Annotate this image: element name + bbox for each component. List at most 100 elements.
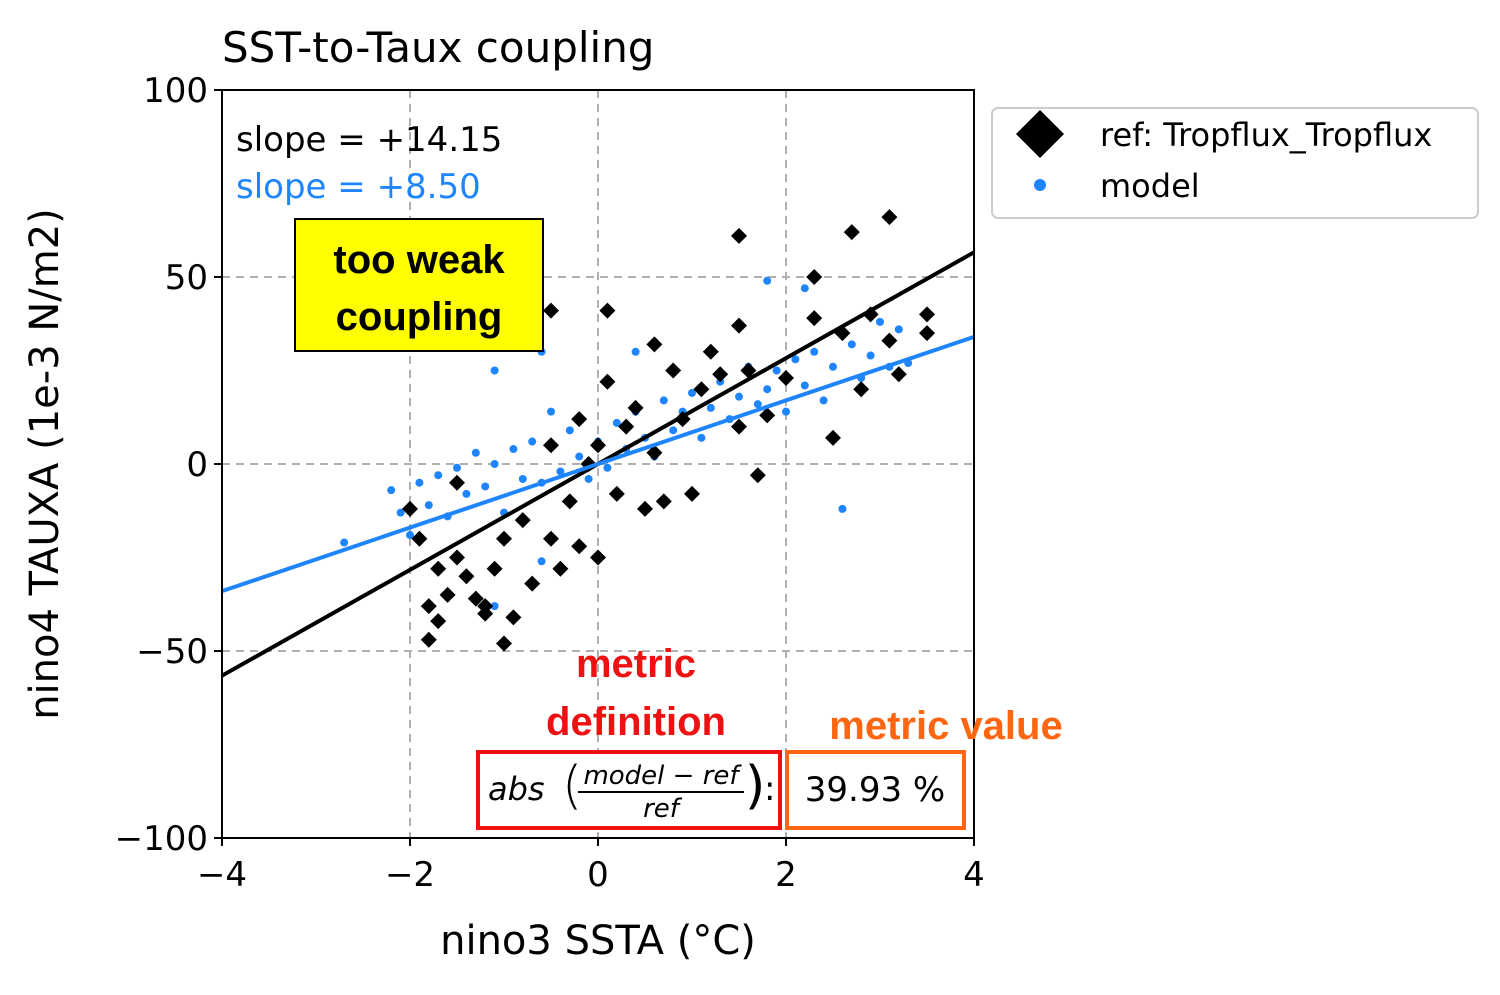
model-point xyxy=(340,538,349,547)
y-tick-label: 0 xyxy=(186,445,208,485)
model-point xyxy=(819,396,828,405)
model-point xyxy=(782,407,790,416)
model-point xyxy=(697,433,706,442)
ref-point xyxy=(402,500,418,517)
ref-point xyxy=(749,467,766,484)
model-point xyxy=(829,362,837,371)
ref-point xyxy=(496,635,512,652)
model-point xyxy=(490,366,499,375)
callout-box xyxy=(294,218,544,352)
formula-denominator: ref xyxy=(643,794,683,824)
ref-point xyxy=(599,373,616,390)
ref-point xyxy=(731,317,747,334)
ref-point xyxy=(590,549,606,566)
model-point xyxy=(575,452,584,461)
model-point xyxy=(876,317,884,326)
legend-frame xyxy=(991,107,1479,219)
model-point xyxy=(547,407,555,416)
model-point xyxy=(838,504,847,513)
ref-point xyxy=(778,369,794,386)
model-point xyxy=(584,474,593,483)
y-tick-label: 50 xyxy=(165,258,208,298)
model-point xyxy=(490,602,499,611)
model-point xyxy=(406,531,414,540)
model-point xyxy=(453,463,461,472)
ref-point xyxy=(825,429,841,446)
legend-ref-marker xyxy=(1016,110,1064,158)
ref-point xyxy=(693,381,710,398)
ref-point xyxy=(439,586,456,603)
ref-point xyxy=(740,362,757,379)
formula-numerator: model − ref xyxy=(583,761,742,791)
y-axis-label: nino4 TAUXA (1e-3 N/m2) xyxy=(22,208,68,720)
x-tick-label: 2 xyxy=(775,855,797,895)
ref-point xyxy=(637,500,653,517)
ref-point xyxy=(655,493,672,510)
axis-ticks: −4 −2 0 2 4 −100 −50 0 50 100 xyxy=(115,71,985,895)
grid-layer xyxy=(222,90,974,838)
ref-point xyxy=(919,306,935,323)
model-point xyxy=(706,403,715,412)
model-point xyxy=(735,392,743,401)
ref-point xyxy=(467,590,484,607)
model-point xyxy=(763,276,772,285)
ref-point xyxy=(552,560,569,577)
data-points xyxy=(221,209,975,678)
slope-model-label: slope = +8.50 xyxy=(236,167,481,207)
ref-point xyxy=(712,366,729,383)
callout-line-2: coupling xyxy=(336,295,503,339)
model-point xyxy=(800,284,809,293)
x-axis-label: nino3 SSTA (°C) xyxy=(440,918,756,964)
ref-point xyxy=(731,418,747,435)
x-tick-label: 4 xyxy=(963,855,985,895)
ref-point xyxy=(571,411,588,428)
model-point xyxy=(753,400,762,409)
ref-point xyxy=(505,609,522,626)
legend-ref-label: ref: Tropflux_Tropflux xyxy=(1100,116,1432,154)
ref-point xyxy=(646,336,663,353)
ref-point xyxy=(806,269,823,285)
model-point xyxy=(528,437,537,446)
model-point xyxy=(603,463,612,472)
ref-point xyxy=(543,530,559,547)
model-point xyxy=(462,489,471,498)
ref-point xyxy=(881,209,898,226)
formula-separator: : xyxy=(764,769,775,809)
ref-point xyxy=(702,343,719,360)
model-point xyxy=(800,381,809,390)
model-point xyxy=(894,325,903,334)
metric-value-box xyxy=(785,750,966,830)
ref-point xyxy=(759,407,776,424)
metric-definition-box xyxy=(476,750,782,830)
ref-point xyxy=(646,444,663,461)
model-point xyxy=(612,418,621,427)
model-fit-line xyxy=(221,334,975,594)
model-point xyxy=(490,460,499,468)
metric-value-label: metric value xyxy=(829,704,1062,748)
x-tick-label: −2 xyxy=(385,855,435,895)
model-point xyxy=(565,426,574,435)
ref-point xyxy=(881,332,898,349)
model-point xyxy=(763,385,772,394)
chart-title: SST-to-Taux coupling xyxy=(222,23,654,72)
model-point xyxy=(669,426,678,435)
model-point xyxy=(509,445,518,454)
ref-point xyxy=(449,549,465,566)
ref-point xyxy=(890,366,907,383)
y-tick-label: −100 xyxy=(115,819,208,859)
model-point xyxy=(481,482,490,491)
model-point xyxy=(556,467,565,476)
model-point xyxy=(537,557,546,566)
ref-point xyxy=(806,310,823,327)
ref-point xyxy=(411,530,428,547)
model-point xyxy=(810,347,819,356)
ref-point xyxy=(496,530,512,547)
x-tick-label: 0 xyxy=(587,855,609,895)
ref-point xyxy=(458,568,475,585)
model-point xyxy=(688,388,696,397)
ref-point xyxy=(420,631,437,648)
ref-point xyxy=(514,512,531,529)
model-point xyxy=(415,478,424,487)
